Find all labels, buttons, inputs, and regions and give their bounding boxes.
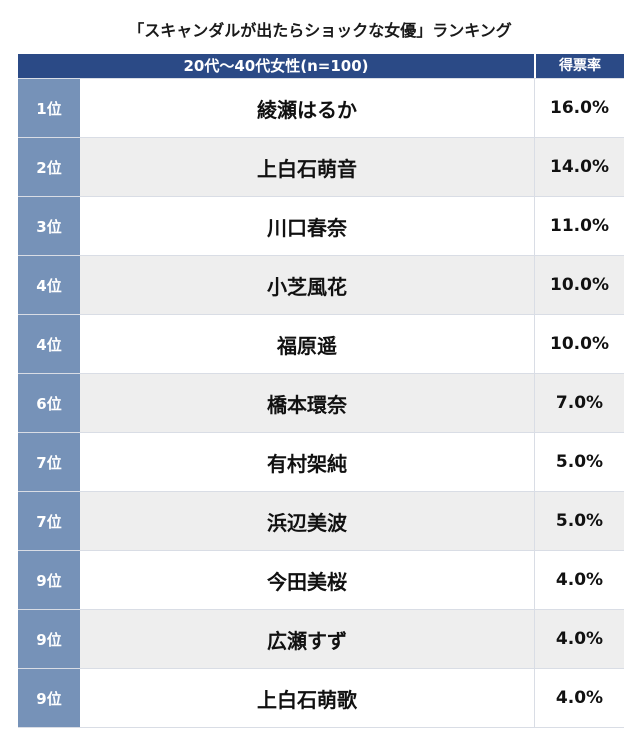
vote-percent: 10.0% — [535, 256, 624, 314]
actress-name: 綾瀬はるか — [80, 79, 535, 137]
table-header: 20代〜40代女性(n=100) 得票率 — [18, 54, 624, 78]
table-bottom-border — [18, 727, 624, 728]
header-divider — [534, 54, 536, 78]
table-row: 2位 上白石萌音 14.0% — [18, 137, 624, 196]
table-row: 7位 有村架純 5.0% — [18, 432, 624, 491]
rank-cell: 7位 — [18, 492, 80, 550]
vote-percent: 4.0% — [535, 669, 624, 727]
table-row: 1位 綾瀬はるか 16.0% — [18, 78, 624, 137]
rank-cell: 4位 — [18, 315, 80, 373]
actress-name: 浜辺美波 — [80, 492, 535, 550]
actress-name: 広瀬すず — [80, 610, 535, 668]
vote-percent: 4.0% — [535, 551, 624, 609]
vote-percent: 11.0% — [535, 197, 624, 255]
vote-percent: 7.0% — [535, 374, 624, 432]
ranking-title: 「スキャンダルが出たらショックな女優」ランキング — [128, 21, 512, 40]
actress-name: 上白石萌音 — [80, 138, 535, 196]
percent-column-header: 得票率 — [536, 54, 624, 78]
actress-name: 橋本環奈 — [80, 374, 535, 432]
rank-cell: 1位 — [18, 79, 80, 137]
rank-cell: 6位 — [18, 374, 80, 432]
vote-percent: 4.0% — [535, 610, 624, 668]
table-row: 4位 福原遥 10.0% — [18, 314, 624, 373]
rank-cell: 7位 — [18, 433, 80, 491]
rank-cell: 4位 — [18, 256, 80, 314]
rank-cell: 2位 — [18, 138, 80, 196]
vote-percent: 5.0% — [535, 433, 624, 491]
table-row: 7位 浜辺美波 5.0% — [18, 491, 624, 550]
group-label: 20代〜40代女性(n=100) — [18, 54, 534, 78]
actress-name: 福原遥 — [80, 315, 535, 373]
vote-percent: 14.0% — [535, 138, 624, 196]
actress-name: 川口春奈 — [80, 197, 535, 255]
table-row: 9位 上白石萌歌 4.0% — [18, 668, 624, 727]
vote-percent: 16.0% — [535, 79, 624, 137]
rank-cell: 9位 — [18, 610, 80, 668]
vote-percent: 10.0% — [535, 315, 624, 373]
table-row: 9位 広瀬すず 4.0% — [18, 609, 624, 668]
rank-cell: 3位 — [18, 197, 80, 255]
table-row: 4位 小芝風花 10.0% — [18, 255, 624, 314]
actress-name: 有村架純 — [80, 433, 535, 491]
actress-name: 上白石萌歌 — [80, 669, 535, 727]
table-row: 6位 橋本環奈 7.0% — [18, 373, 624, 432]
table-row: 3位 川口春奈 11.0% — [18, 196, 624, 255]
rank-cell: 9位 — [18, 551, 80, 609]
vote-percent: 5.0% — [535, 492, 624, 550]
table-row: 9位 今田美桜 4.0% — [18, 550, 624, 609]
actress-name: 今田美桜 — [80, 551, 535, 609]
rank-cell: 9位 — [18, 669, 80, 727]
ranking-table: 20代〜40代女性(n=100) 得票率 1位 綾瀬はるか 16.0% 2位 上… — [18, 54, 624, 728]
actress-name: 小芝風花 — [80, 256, 535, 314]
